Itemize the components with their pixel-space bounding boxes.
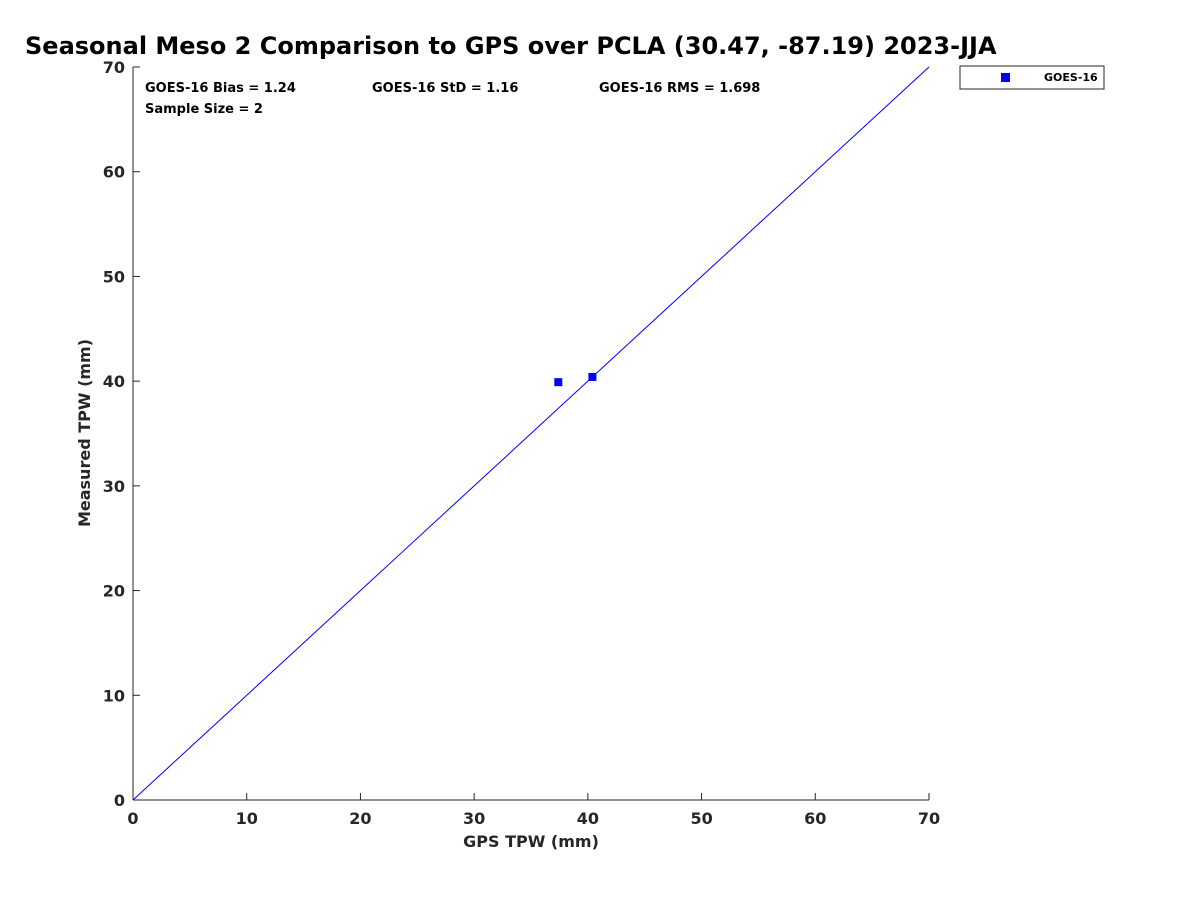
bias-annotation: GOES-16 Bias = 1.24 — [145, 81, 296, 96]
x-tick-label: 10 — [236, 809, 258, 828]
chart-title: Seasonal Meso 2 Comparison to GPS over P… — [25, 32, 997, 60]
legend-box — [959, 65, 1105, 90]
plot-area: 0 10 20 30 40 50 60 70 0 10 20 30 40 50 60 70 — [103, 58, 940, 828]
x-tick-label: 60 — [804, 809, 826, 828]
y-tick-label: 0 — [114, 791, 125, 810]
y-tick-label: 70 — [103, 58, 125, 77]
x-tick-label: 30 — [463, 809, 485, 828]
y-tick-label: 20 — [103, 582, 125, 601]
sample-size-annotation: Sample Size = 2 — [145, 102, 263, 117]
data-points — [554, 372, 597, 387]
x-tick-label: 70 — [918, 809, 940, 828]
data-point — [588, 372, 597, 381]
x-axis-label: GPS TPW (mm) — [463, 832, 599, 851]
legend-marker-goes16 — [1001, 73, 1010, 82]
rms-annotation: GOES-16 RMS = 1.698 — [599, 81, 760, 96]
y-ticks: 0 10 20 30 40 50 60 70 — [103, 58, 140, 810]
one-to-one-line — [132, 66, 930, 801]
std-annotation: GOES-16 StD = 1.16 — [372, 81, 518, 96]
x-ticks: 0 10 20 30 40 50 60 70 — [127, 793, 940, 828]
x-tick-label: 40 — [577, 809, 599, 828]
y-tick-label: 60 — [103, 163, 125, 182]
y-tick-label: 10 — [103, 686, 125, 705]
legend-label-goes16: GOES-16 — [1044, 71, 1098, 84]
x-tick-label: 50 — [690, 809, 712, 828]
y-tick-label: 50 — [103, 267, 125, 286]
data-point — [554, 378, 563, 387]
x-tick-label: 0 — [127, 809, 138, 828]
legend: GOES-16 — [959, 65, 1105, 90]
x-tick-label: 20 — [349, 809, 371, 828]
y-tick-label: 40 — [103, 372, 125, 391]
y-tick-label: 30 — [103, 477, 125, 496]
y-axis-label: Measured TPW (mm) — [75, 339, 94, 527]
